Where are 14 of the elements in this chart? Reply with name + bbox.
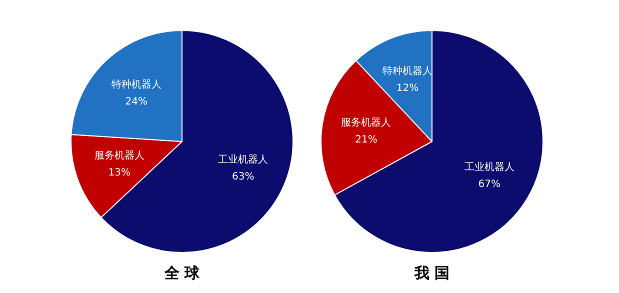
slice-label: 特种机器人 (382, 65, 432, 78)
data-label: 13% (108, 168, 130, 179)
text: 我 国 (413, 264, 450, 282)
data-label: 67% (478, 178, 500, 190)
slice-label: 服务机器人 (94, 150, 144, 162)
slice-label: 工业机器人 (464, 160, 514, 173)
slice-label: 工业机器人 (218, 154, 268, 166)
data-label: 21% (355, 134, 378, 146)
slice-label: 特种机器人 (111, 78, 162, 91)
data-label: 63% (232, 172, 254, 183)
text: 全 球 (163, 264, 201, 282)
data-label: 24% (125, 96, 148, 108)
slice-label: 服务机器人 (341, 116, 392, 129)
data-label: 12% (396, 83, 419, 94)
